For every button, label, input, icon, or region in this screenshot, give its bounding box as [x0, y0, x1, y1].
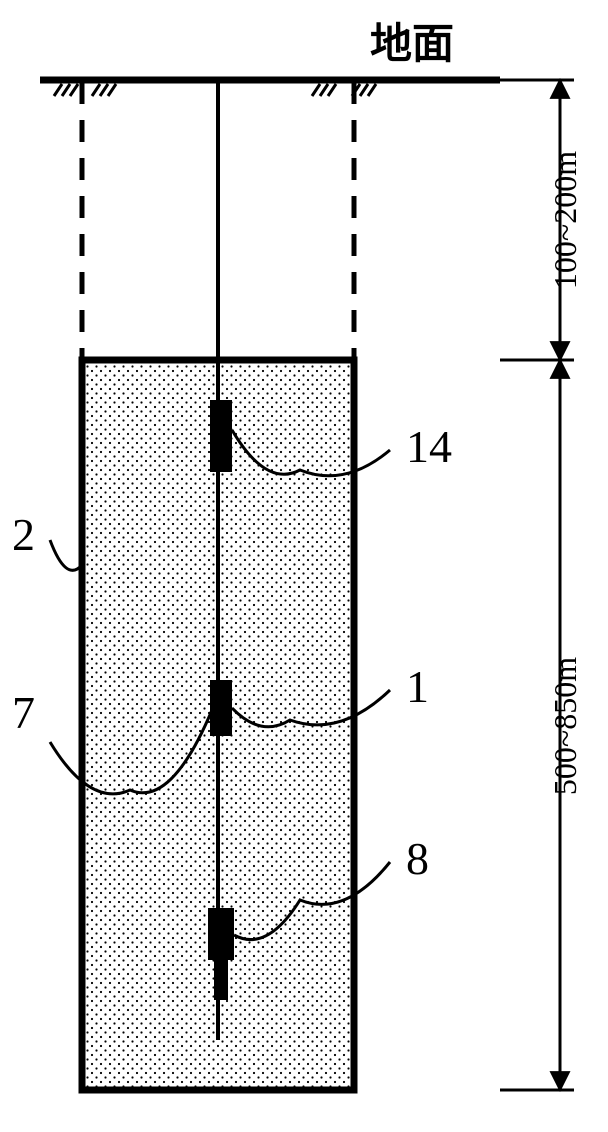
- dim-text-upper: 100~200m: [547, 151, 583, 289]
- component-bot_b: [214, 960, 228, 1000]
- callout-label-2: 2: [12, 509, 35, 560]
- component-top: [210, 400, 232, 472]
- dim-text-lower: 500~850m: [547, 657, 583, 795]
- ground-layer: 地面: [40, 21, 500, 96]
- component-bot_a: [208, 908, 234, 960]
- component-mid: [210, 680, 232, 736]
- engineering-diagram: 地面 14 2 1 7 8 100~200m 500~850m: [0, 0, 608, 1132]
- callout-label-1: 1: [406, 661, 429, 712]
- dimensions-layer: 100~200m 500~850m: [500, 80, 583, 1090]
- callout-label-7: 7: [12, 687, 35, 738]
- ground-label: 地面: [370, 21, 454, 68]
- callout-label-8: 8: [406, 833, 429, 884]
- callout-label-14: 14: [406, 421, 452, 472]
- leader-2: [50, 540, 82, 570]
